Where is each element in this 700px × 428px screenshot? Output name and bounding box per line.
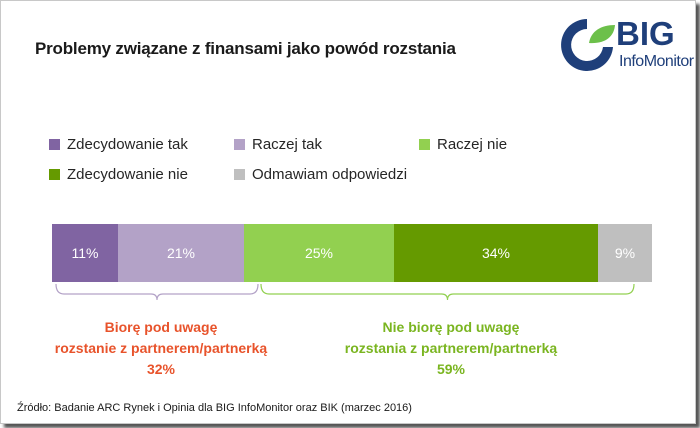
- group-right-line2: rozstania z partnerem/partnerką: [344, 340, 558, 356]
- group-right-label: Nie biorę pod uwagę rozstania z partnere…: [331, 317, 571, 380]
- bar-data-label: 25%: [305, 245, 333, 261]
- group-right-line1: Nie biorę pod uwagę: [382, 319, 520, 335]
- group-right-value: 59%: [436, 361, 466, 377]
- legend-swatch: [234, 138, 245, 150]
- legend-item-raczej-nie: Raczej nie: [419, 135, 507, 153]
- chart-title: Problemy związane z finansami jako powód…: [35, 39, 456, 58]
- legend-label: Zdecydowanie nie: [67, 165, 188, 183]
- group-left-line2: rozstanie z partnerem/partnerką: [54, 340, 268, 356]
- bar-segment-1: [118, 224, 244, 282]
- bar-data-label: 11%: [72, 245, 99, 261]
- bar-segment-4: [598, 224, 652, 282]
- legend-swatch: [49, 138, 60, 150]
- legend-label: Zdecydowanie tak: [67, 135, 188, 153]
- bar-data-label: 34%: [482, 245, 510, 261]
- bar-segment-3: [394, 224, 598, 282]
- bracket-left: [55, 283, 259, 301]
- legend-swatch: [49, 168, 60, 180]
- logo-big-text: BIG: [616, 15, 675, 52]
- legend-label: Raczej tak: [252, 135, 323, 153]
- logo-sub-text: InfoMonitor: [619, 53, 694, 70]
- bracket-right: [260, 283, 635, 301]
- big-infomonitor-logo: BIG InfoMonitor: [557, 13, 694, 77]
- stacked-bar-chart: 11% 21% 25% 34% 9%: [52, 224, 652, 301]
- bar-data-label: 21%: [167, 245, 195, 261]
- bar-segment-0: [52, 224, 118, 282]
- group-left-line1: Biorę pod uwagę: [104, 319, 218, 335]
- group-left-label: Biorę pod uwagę rozstanie z partnerem/pa…: [31, 317, 291, 380]
- legend-label: Raczej nie: [437, 135, 508, 153]
- legend-swatch: [234, 168, 245, 180]
- legend-item-odmawiam-odpowiedzi: Odmawiam odpowiedzi: [234, 165, 407, 183]
- legend-item-zdecydowanie-nie: Zdecydowanie nie: [49, 165, 188, 183]
- legend-label: Odmawiam odpowiedzi: [252, 165, 408, 183]
- bar-segment-2: [244, 224, 394, 282]
- bar-data-label: 9%: [615, 245, 635, 261]
- logo-mark-icon: [561, 19, 615, 71]
- source-note: Źródło: Badanie ARC Rynek i Opinia dla B…: [17, 402, 412, 414]
- group-left-value: 32%: [146, 361, 176, 377]
- legend-swatch: [419, 138, 430, 150]
- legend-item-zdecydowanie-tak: Zdecydowanie tak: [49, 135, 188, 153]
- legend-item-raczej-tak: Raczej tak: [234, 135, 322, 153]
